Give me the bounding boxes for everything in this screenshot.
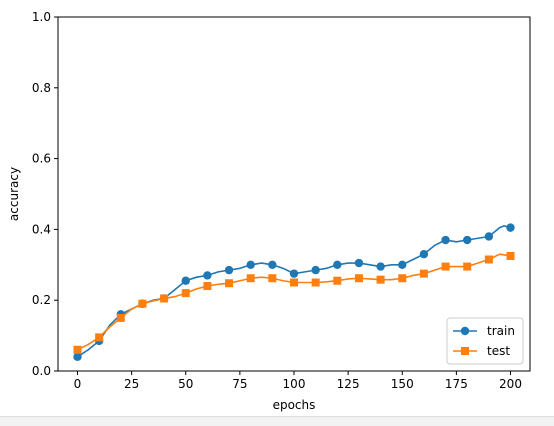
legend-label-train: train bbox=[487, 324, 515, 338]
data-point-train bbox=[441, 235, 450, 245]
data-point-test bbox=[398, 274, 407, 283]
data-point-test bbox=[203, 282, 212, 291]
legend-marker-train bbox=[460, 326, 470, 336]
x-tick-label: 75 bbox=[232, 377, 247, 391]
data-point-train bbox=[289, 269, 299, 278]
data-point-train bbox=[354, 258, 364, 268]
x-tick-label: 0 bbox=[74, 377, 82, 391]
window-bottom-edge bbox=[0, 416, 554, 426]
data-point-test bbox=[73, 345, 82, 354]
x-tick-label: 50 bbox=[178, 377, 193, 391]
x-tick-label: 100 bbox=[283, 377, 306, 391]
x-tick-label: 125 bbox=[337, 377, 360, 391]
data-point-train bbox=[419, 249, 429, 259]
data-point-test bbox=[160, 294, 169, 303]
y-axis-label: accuracy bbox=[7, 167, 21, 221]
data-point-test bbox=[441, 262, 450, 271]
data-point-train bbox=[376, 262, 385, 271]
legend-entry-train: train bbox=[453, 324, 515, 338]
data-point-test bbox=[311, 278, 320, 287]
data-point-train bbox=[506, 223, 515, 232]
data-point-train bbox=[311, 265, 320, 275]
data-point-train bbox=[203, 271, 212, 280]
y-tick-label: 0.2 bbox=[32, 293, 51, 307]
data-point-train bbox=[246, 260, 255, 269]
y-tick-label: 0.8 bbox=[32, 81, 51, 95]
x-tick-label: 175 bbox=[445, 377, 468, 391]
data-point-test bbox=[138, 299, 147, 308]
legend-marker-test bbox=[461, 347, 469, 355]
data-point-test bbox=[95, 333, 104, 342]
data-point-train bbox=[463, 235, 472, 245]
data-point-train bbox=[333, 260, 342, 269]
x-axis-label: epochs bbox=[273, 398, 316, 412]
data-point-test bbox=[246, 274, 255, 283]
data-point-train bbox=[181, 276, 190, 285]
legend-entry-test: test bbox=[453, 344, 510, 358]
data-point-test bbox=[354, 274, 363, 283]
data-point-train bbox=[484, 232, 494, 241]
data-point-train bbox=[268, 260, 277, 269]
data-point-train bbox=[398, 260, 407, 269]
data-point-test bbox=[181, 289, 190, 298]
data-point-test bbox=[463, 262, 472, 271]
data-point-test bbox=[290, 278, 298, 287]
data-point-test bbox=[116, 313, 125, 322]
data-point-test bbox=[376, 275, 385, 284]
x-tick-label: 150 bbox=[391, 377, 414, 391]
data-point-test bbox=[333, 276, 342, 285]
data-point-test bbox=[484, 255, 493, 264]
x-tick-label: 200 bbox=[499, 377, 522, 391]
y-tick-label: 0.0 bbox=[32, 364, 51, 378]
data-point-test bbox=[268, 274, 277, 283]
data-point-train bbox=[224, 265, 234, 275]
x-tick-label: 25 bbox=[124, 377, 139, 391]
data-point-test bbox=[419, 269, 428, 278]
data-point-test bbox=[225, 279, 234, 288]
data-point-train bbox=[73, 352, 82, 362]
y-tick-label: 0.6 bbox=[32, 152, 51, 166]
y-tick-label: 0.4 bbox=[32, 222, 51, 236]
legend-label-test: test bbox=[487, 344, 510, 358]
data-point-test bbox=[506, 251, 515, 260]
y-tick-label: 1.0 bbox=[32, 10, 51, 24]
series-test bbox=[73, 251, 515, 354]
series-line-train bbox=[77, 225, 511, 358]
